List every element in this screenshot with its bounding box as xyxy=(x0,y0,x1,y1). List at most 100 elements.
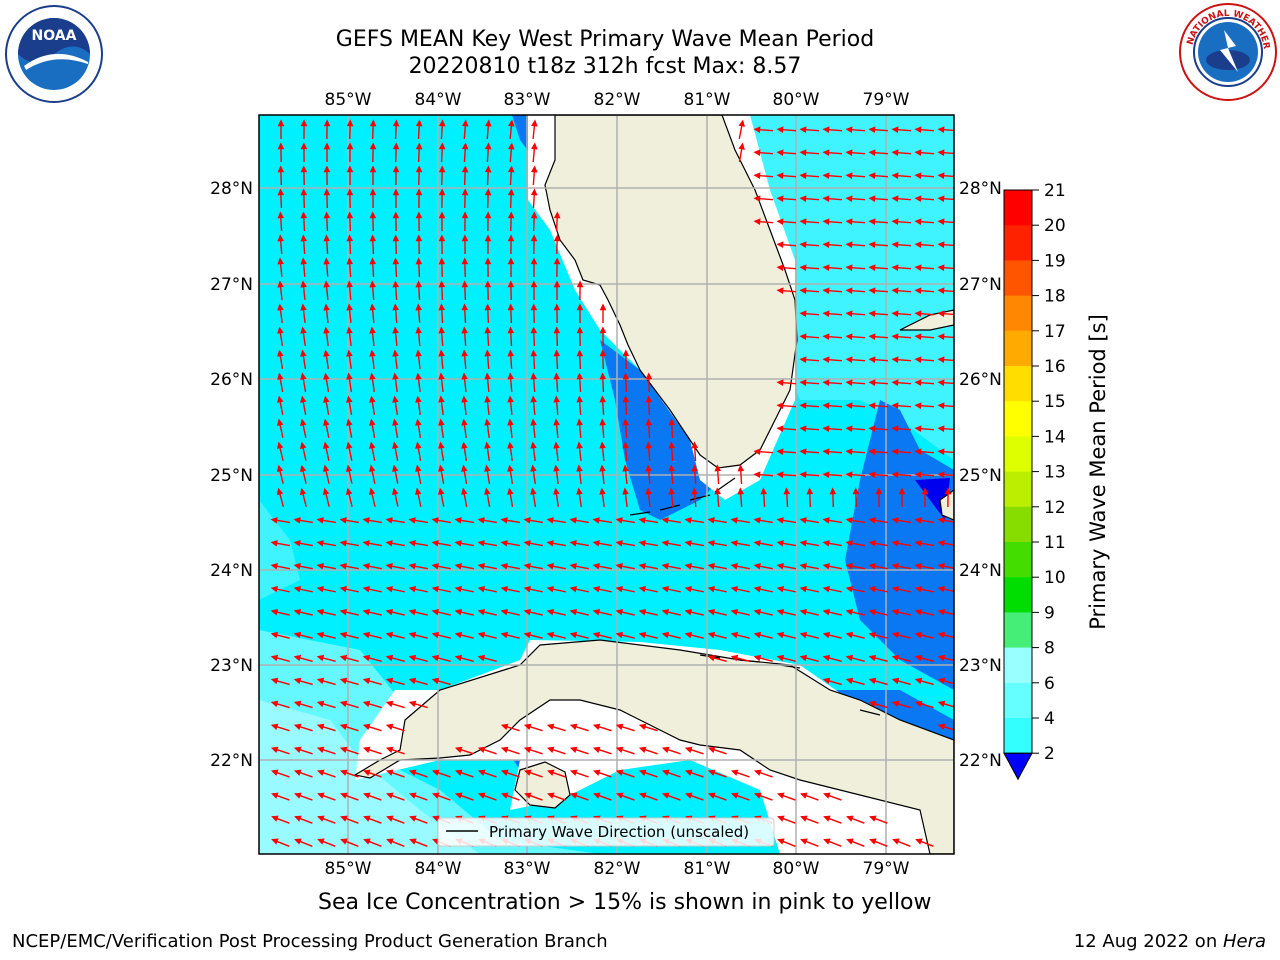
wave-arrow-head xyxy=(323,280,330,288)
wave-arrow-head xyxy=(569,723,578,731)
wave-arrow-head xyxy=(277,211,285,219)
wave-arrow-head xyxy=(431,631,440,639)
wave-arrow-head xyxy=(392,349,399,357)
map-subtitle: 20220810 t18z 312h fcst Max: 8.57 xyxy=(408,54,802,79)
wave-arrow-head xyxy=(823,792,831,799)
wave-arrow-head xyxy=(461,280,469,288)
wave-arrow-head xyxy=(822,126,830,133)
wave-arrow-head xyxy=(346,119,354,127)
wave-arrow-head xyxy=(438,303,446,311)
wave-arrow-head xyxy=(346,326,353,334)
colorbar-segment xyxy=(1004,260,1032,297)
wave-arrow-head xyxy=(914,654,923,662)
wave-arrow-head xyxy=(385,585,393,593)
wave-arrow-head xyxy=(822,677,831,685)
wave-arrow-head xyxy=(776,195,784,202)
wave-arrow-head xyxy=(593,792,601,799)
wave-arrow-head xyxy=(386,792,394,799)
wave-arrow-head xyxy=(868,677,877,685)
wave-arrow-head xyxy=(937,195,945,202)
footer-branch: NCEP/EMC/Verification Post Processing Pr… xyxy=(12,931,608,952)
colorbar-tick-label: 6 xyxy=(1044,674,1055,694)
wave-arrow-head xyxy=(776,287,784,294)
wave-arrow-head xyxy=(369,303,376,311)
wave-arrow-head xyxy=(845,149,853,156)
wave-arrow-head xyxy=(730,631,739,639)
wave-arrow-head xyxy=(822,379,830,386)
wave-arrow-head xyxy=(914,126,922,133)
wave-arrow-head xyxy=(868,585,876,593)
wave-arrow-head xyxy=(553,418,560,426)
wave-arrow-head xyxy=(369,372,376,380)
wave-arrow-head xyxy=(622,372,630,380)
wave-arrow-head xyxy=(369,119,377,127)
wave-arrow-head xyxy=(276,441,284,450)
wave-arrow-head xyxy=(891,700,900,708)
wave-arrow-head xyxy=(799,517,807,524)
wave-arrow-head xyxy=(638,723,647,731)
wave-arrow-head xyxy=(822,333,830,340)
wave-arrow-head xyxy=(500,608,509,616)
wave-arrow-head xyxy=(822,471,830,478)
wave-arrow-head xyxy=(546,769,555,776)
wave-arrow-head xyxy=(300,395,307,403)
wave-arrow-head xyxy=(346,372,353,380)
wave-arrow-head xyxy=(738,142,745,150)
wave-arrow-head xyxy=(477,540,485,547)
wave-arrow-head xyxy=(868,287,876,294)
wave-arrow-head xyxy=(845,425,853,432)
wave-arrow-head xyxy=(392,234,400,242)
wave-arrow-head xyxy=(914,631,923,639)
wave-arrow-head xyxy=(891,585,899,593)
wave-arrow-head xyxy=(891,379,899,386)
wave-arrow-head xyxy=(454,631,463,639)
wave-arrow-head xyxy=(392,395,399,403)
wave-arrow-head xyxy=(500,540,508,547)
wave-arrow-head xyxy=(576,487,583,495)
wave-arrow-head xyxy=(799,241,807,248)
wave-arrow-head xyxy=(316,540,324,547)
wave-arrow-head xyxy=(523,608,532,616)
wave-arrow-head xyxy=(868,425,876,432)
wave-arrow-head xyxy=(316,654,325,662)
wave-arrow-head xyxy=(369,142,377,150)
wave-arrow-head xyxy=(553,487,560,495)
wave-arrow-head xyxy=(408,677,417,685)
wave-arrow-head xyxy=(776,471,784,478)
wave-arrow-head xyxy=(822,356,830,363)
colorbar-tick-label: 9 xyxy=(1044,603,1055,623)
wave-arrow-head xyxy=(891,218,899,225)
wave-arrow-head xyxy=(300,326,307,334)
wave-arrow-head xyxy=(477,631,486,639)
wave-arrow-head xyxy=(346,257,354,265)
wave-arrow-head xyxy=(346,395,353,403)
svg-text:83°W: 83°W xyxy=(504,859,551,879)
wave-arrow-head xyxy=(431,769,440,776)
wave-arrow-head xyxy=(753,517,761,524)
wave-arrow-head xyxy=(914,287,922,294)
contour-6-8-sw xyxy=(259,500,300,600)
wave-arrow-head xyxy=(530,349,538,357)
wave-arrow-head xyxy=(576,395,583,403)
wave-arrow-head xyxy=(454,769,463,776)
wave-arrow-head xyxy=(914,149,922,156)
wave-arrow-head xyxy=(685,792,693,799)
wave-arrow-head xyxy=(323,119,331,127)
colorbar-segment xyxy=(1004,647,1032,684)
wave-arrow-head xyxy=(484,188,492,196)
wave-arrow-head xyxy=(914,356,922,363)
lon-labels-bottom: 85°W 84°W 83°W 82°W 81°W 80°W 79°W xyxy=(325,859,910,879)
wave-arrow-head xyxy=(369,395,376,403)
wave-arrow-head xyxy=(438,464,445,472)
wave-arrow-head xyxy=(776,126,784,133)
wave-arrow-head xyxy=(385,631,394,639)
wave-arrow-head xyxy=(937,654,946,662)
wave-arrow-head xyxy=(592,585,600,593)
wave-arrow-head xyxy=(730,517,738,524)
wave-arrow-head xyxy=(914,677,923,685)
wave-arrow-head xyxy=(339,654,348,662)
sea-ice-note: Sea Ice Concentration > 15% is shown in … xyxy=(318,890,932,915)
wave-arrow-head xyxy=(638,563,646,570)
wave-arrow-head xyxy=(823,815,831,822)
wave-arrow-head xyxy=(592,746,601,753)
